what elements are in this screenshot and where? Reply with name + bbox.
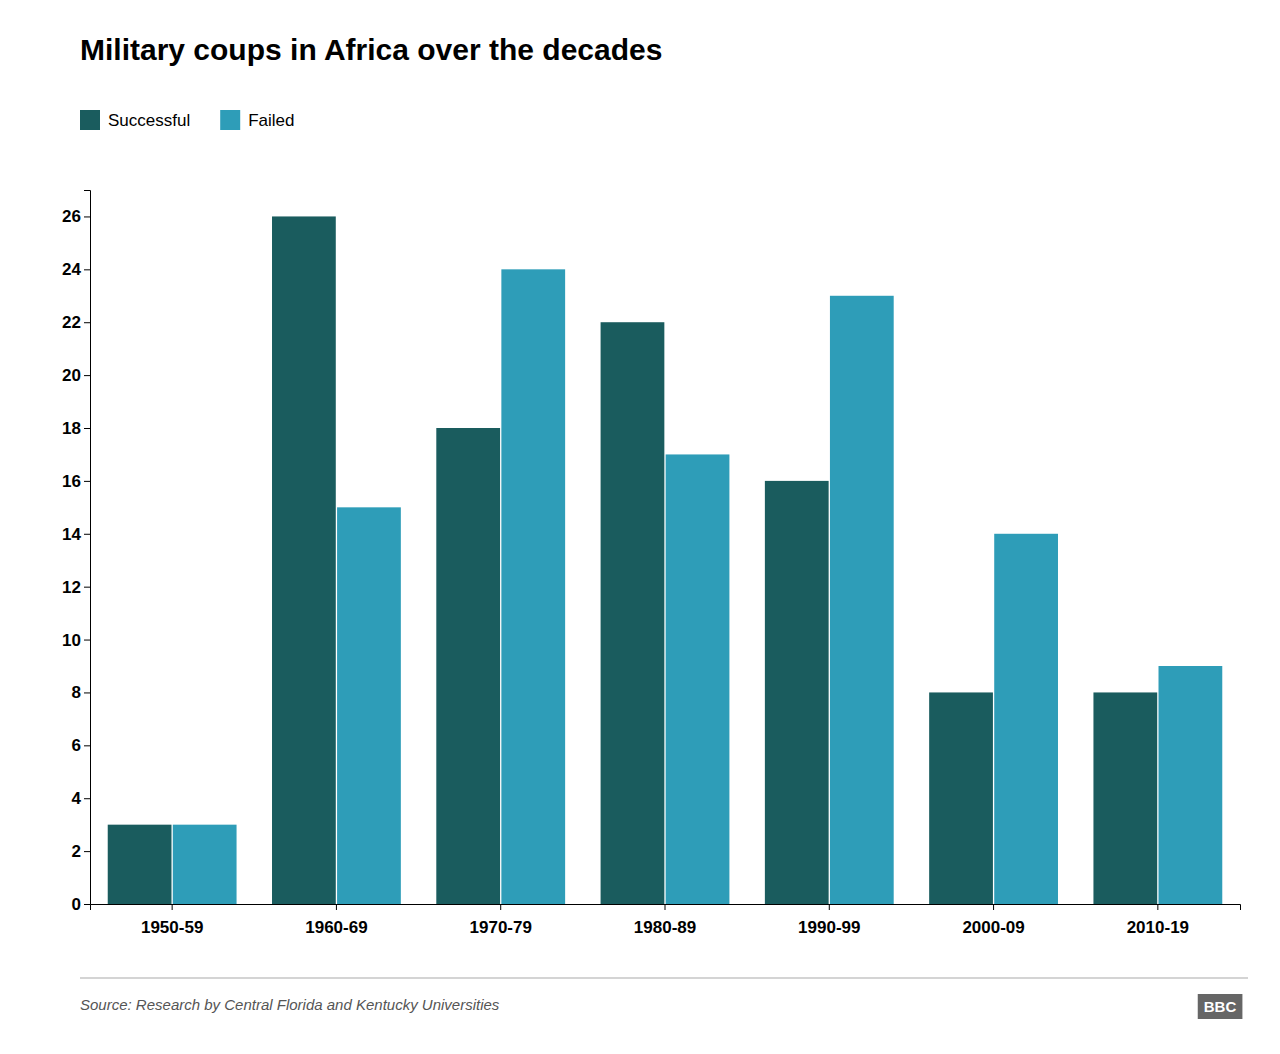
y-tick: 6 [72, 736, 90, 755]
x-tick-mark [665, 904, 666, 910]
x-axis-line [91, 905, 1241, 911]
y-tick-mark [84, 269, 90, 270]
chart: Military coups in Africa over the decade… [0, 0, 1280, 1054]
y-tick-label: 16 [62, 472, 81, 491]
x-tick-mark [993, 904, 994, 910]
y-tick-mark [84, 216, 90, 217]
y-tick: 20 [62, 366, 90, 385]
bar [337, 507, 401, 904]
bar [765, 481, 829, 904]
bar [601, 322, 665, 904]
y-tick-label: 0 [72, 895, 81, 914]
y-tick-mark [84, 428, 90, 429]
y-tick-label: 22 [62, 313, 81, 332]
y-axis-line [84, 191, 91, 905]
y-tick-label: 4 [72, 789, 82, 808]
bar [994, 534, 1058, 904]
y-tick-mark [84, 481, 90, 482]
x-tick: 1990-99 [798, 904, 860, 937]
y-tick: 24 [62, 260, 90, 279]
source: Source: Research by Central Florida and … [80, 996, 500, 1013]
x-tick-label: 1980-89 [634, 918, 696, 937]
bar [1093, 692, 1157, 904]
x-tick: 2010-19 [1127, 904, 1189, 937]
y-tick-label: 18 [62, 419, 81, 438]
legend-item: Successful [80, 110, 190, 130]
legend: Successful Failed [80, 110, 295, 130]
y-tick-mark [84, 587, 90, 588]
x-tick-label: 2010-19 [1127, 918, 1189, 937]
title: Military coups in Africa over the decade… [80, 33, 662, 66]
plot: 1950-59 1960-69 1970-79 1980-89 1990-99 2000-… [62, 191, 1240, 938]
bar [436, 428, 500, 904]
x-tick-mark [336, 904, 337, 910]
y-tick: 4 [72, 789, 90, 808]
bar [272, 216, 336, 904]
x-axis: 1950-59 1960-69 1970-79 1980-89 1990-99 2000-… [91, 904, 1241, 937]
y-tick-mark [84, 640, 90, 641]
series [173, 269, 1222, 904]
x-tick-label: 1990-99 [798, 918, 860, 937]
series [108, 216, 1157, 904]
y-tick-label: 26 [62, 207, 81, 226]
y-tick: 12 [62, 578, 90, 597]
y-tick-label: 8 [72, 683, 81, 702]
x-tick-mark [1157, 904, 1158, 910]
y-tick-label: 6 [72, 736, 81, 755]
y-tick-label: 12 [62, 578, 81, 597]
legend-swatch [80, 110, 100, 130]
y-tick: 0 [72, 895, 90, 914]
x-tick: 1980-89 [634, 904, 696, 937]
x-tick: 1970-79 [470, 904, 532, 937]
x-tick: 1960-69 [305, 904, 367, 937]
y-tick-mark [84, 322, 90, 323]
bar [108, 825, 172, 904]
legend-label: Successful [108, 111, 190, 130]
legend-swatch [220, 110, 240, 130]
bar [501, 269, 565, 904]
y-tick-label: 10 [62, 630, 81, 649]
bar [173, 825, 237, 904]
y-tick: 8 [72, 683, 90, 702]
x-tick-label: 1970-79 [470, 918, 532, 937]
y-tick-mark [84, 692, 90, 693]
y-tick-mark [84, 375, 90, 376]
y-tick-label: 24 [62, 260, 81, 279]
x-tick-mark [829, 904, 830, 910]
x-tick: 2000-09 [962, 904, 1024, 937]
y-tick: 10 [62, 630, 90, 649]
x-tick-mark [172, 904, 173, 910]
x-tick-label: 1950-59 [141, 918, 203, 937]
x-tick-label: 1960-69 [305, 918, 367, 937]
x-tick: 1950-59 [141, 904, 203, 937]
bar [929, 692, 993, 904]
y-axis: 02468101214161820222426 [62, 191, 90, 914]
y-tick: 26 [62, 207, 90, 226]
legend-item: Failed [220, 110, 294, 130]
y-tick: 22 [62, 313, 90, 332]
y-tick: 16 [62, 472, 90, 491]
logo-box [1198, 994, 1243, 1019]
y-tick-mark [84, 851, 90, 852]
logo: BBC [1198, 994, 1243, 1019]
y-tick: 18 [62, 419, 90, 438]
y-tick-mark [84, 745, 90, 746]
y-tick-mark [84, 798, 90, 799]
y-tick-label: 14 [62, 525, 81, 544]
x-tick-label: 2000-09 [962, 918, 1024, 937]
logo-text: BBC [1204, 998, 1237, 1015]
x-tick-mark [500, 904, 501, 910]
legend-label: Failed [248, 111, 294, 130]
bar [1159, 666, 1223, 904]
bar [666, 454, 730, 904]
y-tick-label: 2 [72, 842, 81, 861]
y-tick-mark [84, 904, 90, 905]
y-tick-label: 20 [62, 366, 81, 385]
y-tick: 14 [62, 525, 90, 544]
bars [108, 216, 1223, 904]
separator [80, 977, 1248, 978]
bar [830, 296, 894, 904]
y-tick: 2 [72, 842, 90, 861]
y-tick-mark [84, 534, 90, 535]
